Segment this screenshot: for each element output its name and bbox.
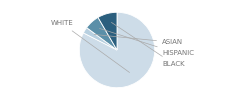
Text: HISPANIC: HISPANIC bbox=[99, 28, 194, 56]
Wedge shape bbox=[98, 12, 117, 50]
Text: BLACK: BLACK bbox=[111, 22, 185, 67]
Wedge shape bbox=[87, 17, 117, 50]
Text: ASIAN: ASIAN bbox=[94, 34, 183, 45]
Wedge shape bbox=[79, 12, 155, 88]
Text: WHITE: WHITE bbox=[51, 20, 130, 72]
Wedge shape bbox=[83, 28, 117, 50]
